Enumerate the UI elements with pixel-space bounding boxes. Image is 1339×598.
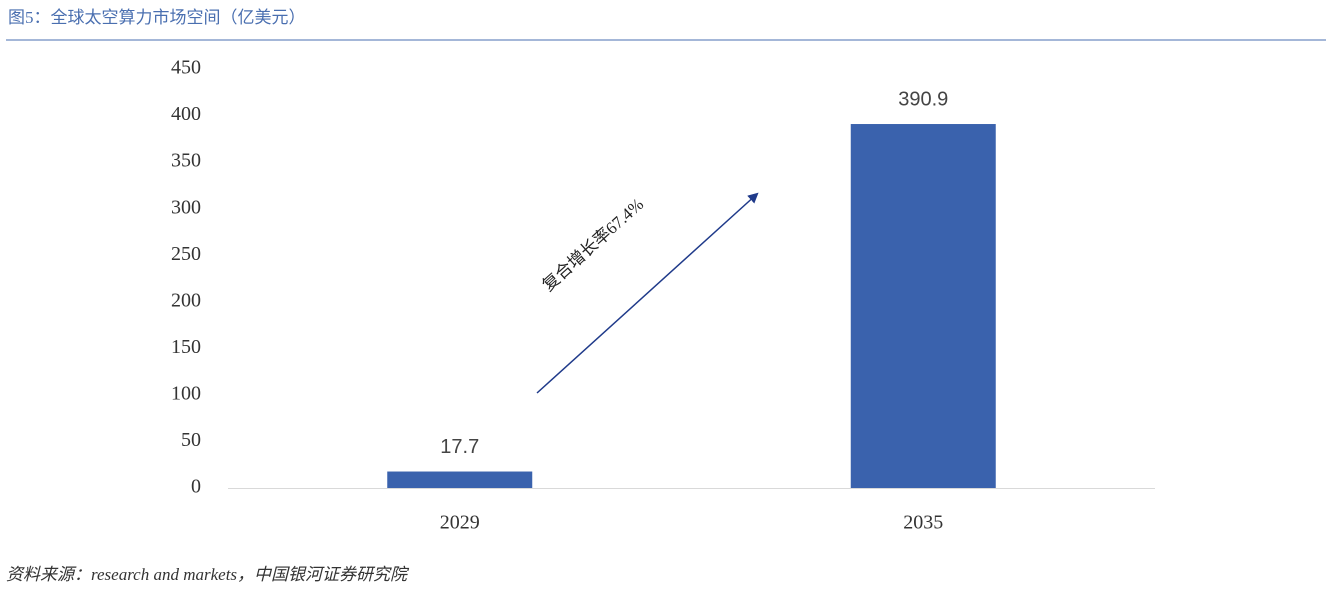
y-tick-label: 200: [171, 289, 201, 311]
y-tick-label: 0: [191, 476, 201, 498]
y-tick-label: 400: [171, 103, 201, 125]
chart-title: 图5：全球太空算力市场空间（亿美元）: [8, 8, 306, 27]
annotation: 复合增长率67.4%: [539, 195, 648, 295]
growth-arrow: [536, 192, 759, 394]
y-tick-label: 50: [181, 429, 201, 451]
bar: [387, 471, 533, 488]
x-tick-label: 2035: [903, 512, 943, 534]
value-label: 17.7: [440, 436, 479, 458]
y-tick-label: 450: [171, 57, 201, 79]
bar: [850, 124, 996, 489]
y-tick-label: 350: [171, 150, 201, 172]
source: 资料来源：research and markets，中国银河证券研究院: [6, 565, 410, 584]
value-label: 390.9: [898, 88, 948, 110]
y-tick-label: 150: [171, 336, 201, 358]
y-tick-label: 100: [171, 382, 201, 404]
x-tick-label: 2029: [440, 512, 480, 534]
y-tick-label: 250: [171, 243, 201, 265]
y-tick-label: 300: [171, 196, 201, 218]
